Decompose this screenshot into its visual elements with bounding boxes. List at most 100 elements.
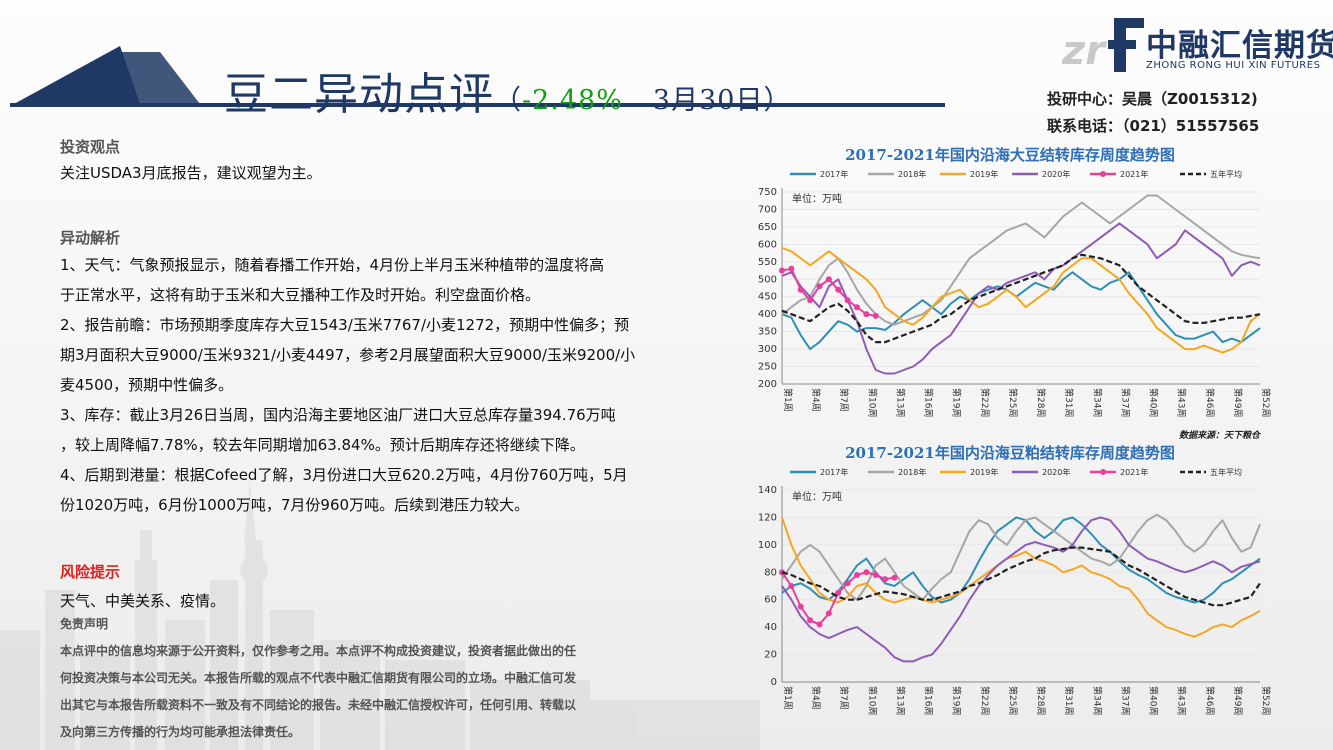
unit-label: 单位：万吨 xyxy=(792,192,842,205)
header-rule xyxy=(10,103,945,107)
analysis-line: 期3月面积大豆9000/玉米9321/小麦4497，参考2月展望面积大豆9000… xyxy=(60,346,636,364)
legend-entry: 2018年 xyxy=(868,169,926,179)
x-tick-label: 第37周 xyxy=(1119,388,1131,417)
series-line xyxy=(781,517,1261,638)
x-tick-label: 第49周 xyxy=(1232,686,1244,715)
data-point xyxy=(807,297,814,304)
analysis-line: 2、报告前瞻：市场预期季度库存大豆1543/玉米7767/小麦1272，预期中性… xyxy=(60,316,630,334)
x-tick-label: 第34周 xyxy=(1091,686,1103,715)
legend-label: 2017年 xyxy=(820,169,848,179)
legend-label: 2021年 xyxy=(1120,169,1148,179)
x-tick-label: 第10周 xyxy=(866,388,878,417)
legend-label: 2021年 xyxy=(1120,467,1148,477)
x-tick-label: 第22周 xyxy=(979,388,991,417)
risk-heading: 风险提示 xyxy=(60,563,121,581)
y-tick-label: 200 xyxy=(758,379,777,390)
analysis-line: 4、后期到港量：根据Cofeed了解，3月份进口大豆620.2万吨，4月份760… xyxy=(60,466,628,484)
x-tick-label: 第4周 xyxy=(810,388,822,412)
x-tick-label: 第13周 xyxy=(894,388,906,417)
legend-entry: 2021年 xyxy=(1090,467,1148,477)
disclaimer-line: 及向第三方传播的行为均可能承担法律责任。 xyxy=(60,725,301,739)
y-tick-label: 450 xyxy=(758,292,777,303)
y-tick-label: 250 xyxy=(758,362,777,373)
x-tick-label: 第22周 xyxy=(979,686,991,715)
series-line xyxy=(781,516,1261,663)
x-tick-label: 第37周 xyxy=(1119,686,1131,715)
analysis-line: ，较上周降幅7.78%，较去年同期增加63.84%。预计后期库存还将继续下降。 xyxy=(60,436,585,454)
x-tick-label: 第46周 xyxy=(1204,388,1216,417)
legend-entry: 2020年 xyxy=(1012,169,1070,179)
source-note: 数据来源：天下粮仓 xyxy=(1179,430,1262,441)
header-decoration xyxy=(14,46,200,104)
x-tick-label: 第43周 xyxy=(1176,686,1188,715)
series-line xyxy=(781,546,1261,607)
y-tick-label: 60 xyxy=(764,595,777,606)
x-tick-label: 第4周 xyxy=(810,686,822,710)
data-point xyxy=(835,589,842,596)
city-skyline-watermark xyxy=(0,480,760,750)
title-paren-close: ） xyxy=(763,85,792,116)
legend-entry: 2017年 xyxy=(790,169,848,179)
disclaimer-line: 本点评中的信息均来源于公开资料，仅作参考之用。本点评不构成投资建议，投资者据此做… xyxy=(60,644,577,658)
data-point xyxy=(797,603,804,610)
legend-entry: 五年平均 xyxy=(1180,467,1242,477)
legend-entry: 2019年 xyxy=(940,467,998,477)
series-line xyxy=(781,253,1261,344)
data-point xyxy=(835,286,842,293)
x-tick-label: 第31周 xyxy=(1063,388,1075,417)
data-point xyxy=(863,569,870,576)
y-tick-label: 350 xyxy=(758,327,777,338)
x-tick-label: 第19周 xyxy=(951,686,963,715)
title-main: 豆二异动点评 xyxy=(224,69,494,120)
series-line xyxy=(781,516,1261,604)
view-heading: 投资观点 xyxy=(60,138,121,156)
data-point xyxy=(807,617,814,624)
phone-info: 联系电话：（021）51557565 xyxy=(1047,117,1260,135)
y-tick-label: 500 xyxy=(758,274,777,285)
logo-english-name: ZHONG RONG HUI XIN FUTURES xyxy=(1146,60,1321,71)
x-tick-label: 第16周 xyxy=(923,686,935,715)
report-date: 3月30日 xyxy=(652,85,764,116)
x-tick-label: 第28周 xyxy=(1035,686,1047,715)
data-point xyxy=(788,265,795,272)
data-point xyxy=(816,283,823,290)
y-tick-label: 20 xyxy=(764,650,777,661)
x-tick-label: 第1周 xyxy=(782,686,794,710)
y-tick-label: 750 xyxy=(758,187,777,198)
analysis-line: 麦4500，预期中性偏多。 xyxy=(60,376,234,394)
legend-label: 2019年 xyxy=(970,169,998,179)
data-point xyxy=(853,572,860,579)
y-tick-label: 650 xyxy=(758,222,777,233)
x-tick-label: 第10周 xyxy=(866,686,878,715)
analysis-heading: 异动解析 xyxy=(60,229,121,247)
legend-entry: 2017年 xyxy=(790,467,848,477)
zrf-logo-icon: zr xyxy=(1062,18,1144,74)
analysis-body: 1、天气：气象预报显示，随着春播工作开始，4月份上半月玉米种植带的温度将高 于正… xyxy=(60,250,720,520)
change-percent: -2.48% xyxy=(522,85,623,116)
legend-label: 五年平均 xyxy=(1210,467,1242,477)
data-point xyxy=(853,304,860,311)
legend-label: 2020年 xyxy=(1042,467,1070,477)
data-point xyxy=(844,297,851,304)
logo-chinese-name: 中融汇信期货 xyxy=(1146,28,1333,64)
data-point xyxy=(788,583,795,589)
x-tick-label: 第1周 xyxy=(782,388,794,412)
svg-text:zr: zr xyxy=(1062,28,1107,74)
y-tick-label: 100 xyxy=(758,540,777,551)
x-tick-label: 第52周 xyxy=(1260,686,1272,715)
series-line xyxy=(781,194,1261,326)
legend-entry: 2020年 xyxy=(1012,467,1070,477)
x-tick-label: 第16周 xyxy=(923,388,935,417)
page-title: 豆二异动点评（-2.48% 3月30日） xyxy=(224,58,791,122)
legend-entry: 2021年 xyxy=(1090,169,1148,179)
y-tick-label: 0 xyxy=(771,677,777,688)
x-tick-label: 第40周 xyxy=(1148,388,1160,417)
x-tick-label: 第46周 xyxy=(1204,686,1216,715)
x-tick-label: 第25周 xyxy=(1007,686,1019,715)
y-tick-label: 40 xyxy=(764,622,777,633)
data-point xyxy=(863,311,870,318)
x-tick-label: 第7周 xyxy=(838,388,850,412)
title-paren-open: （ xyxy=(494,85,522,116)
data-point xyxy=(816,621,823,628)
x-tick-label: 第52周 xyxy=(1260,388,1272,417)
